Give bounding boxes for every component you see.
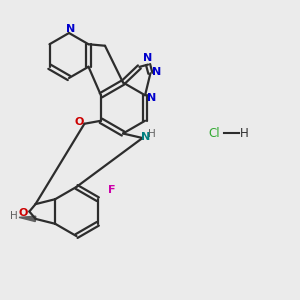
Text: H: H bbox=[10, 212, 18, 221]
Text: H: H bbox=[148, 129, 155, 140]
Text: N: N bbox=[152, 67, 162, 77]
Text: H: H bbox=[240, 127, 249, 140]
Text: O: O bbox=[74, 117, 84, 127]
Polygon shape bbox=[19, 216, 36, 222]
Text: N: N bbox=[141, 132, 150, 142]
Text: Cl: Cl bbox=[209, 127, 220, 140]
Text: N: N bbox=[143, 53, 153, 63]
Text: F: F bbox=[108, 185, 116, 195]
Text: O: O bbox=[18, 208, 28, 218]
Text: N: N bbox=[66, 24, 75, 34]
Text: N: N bbox=[147, 93, 156, 103]
